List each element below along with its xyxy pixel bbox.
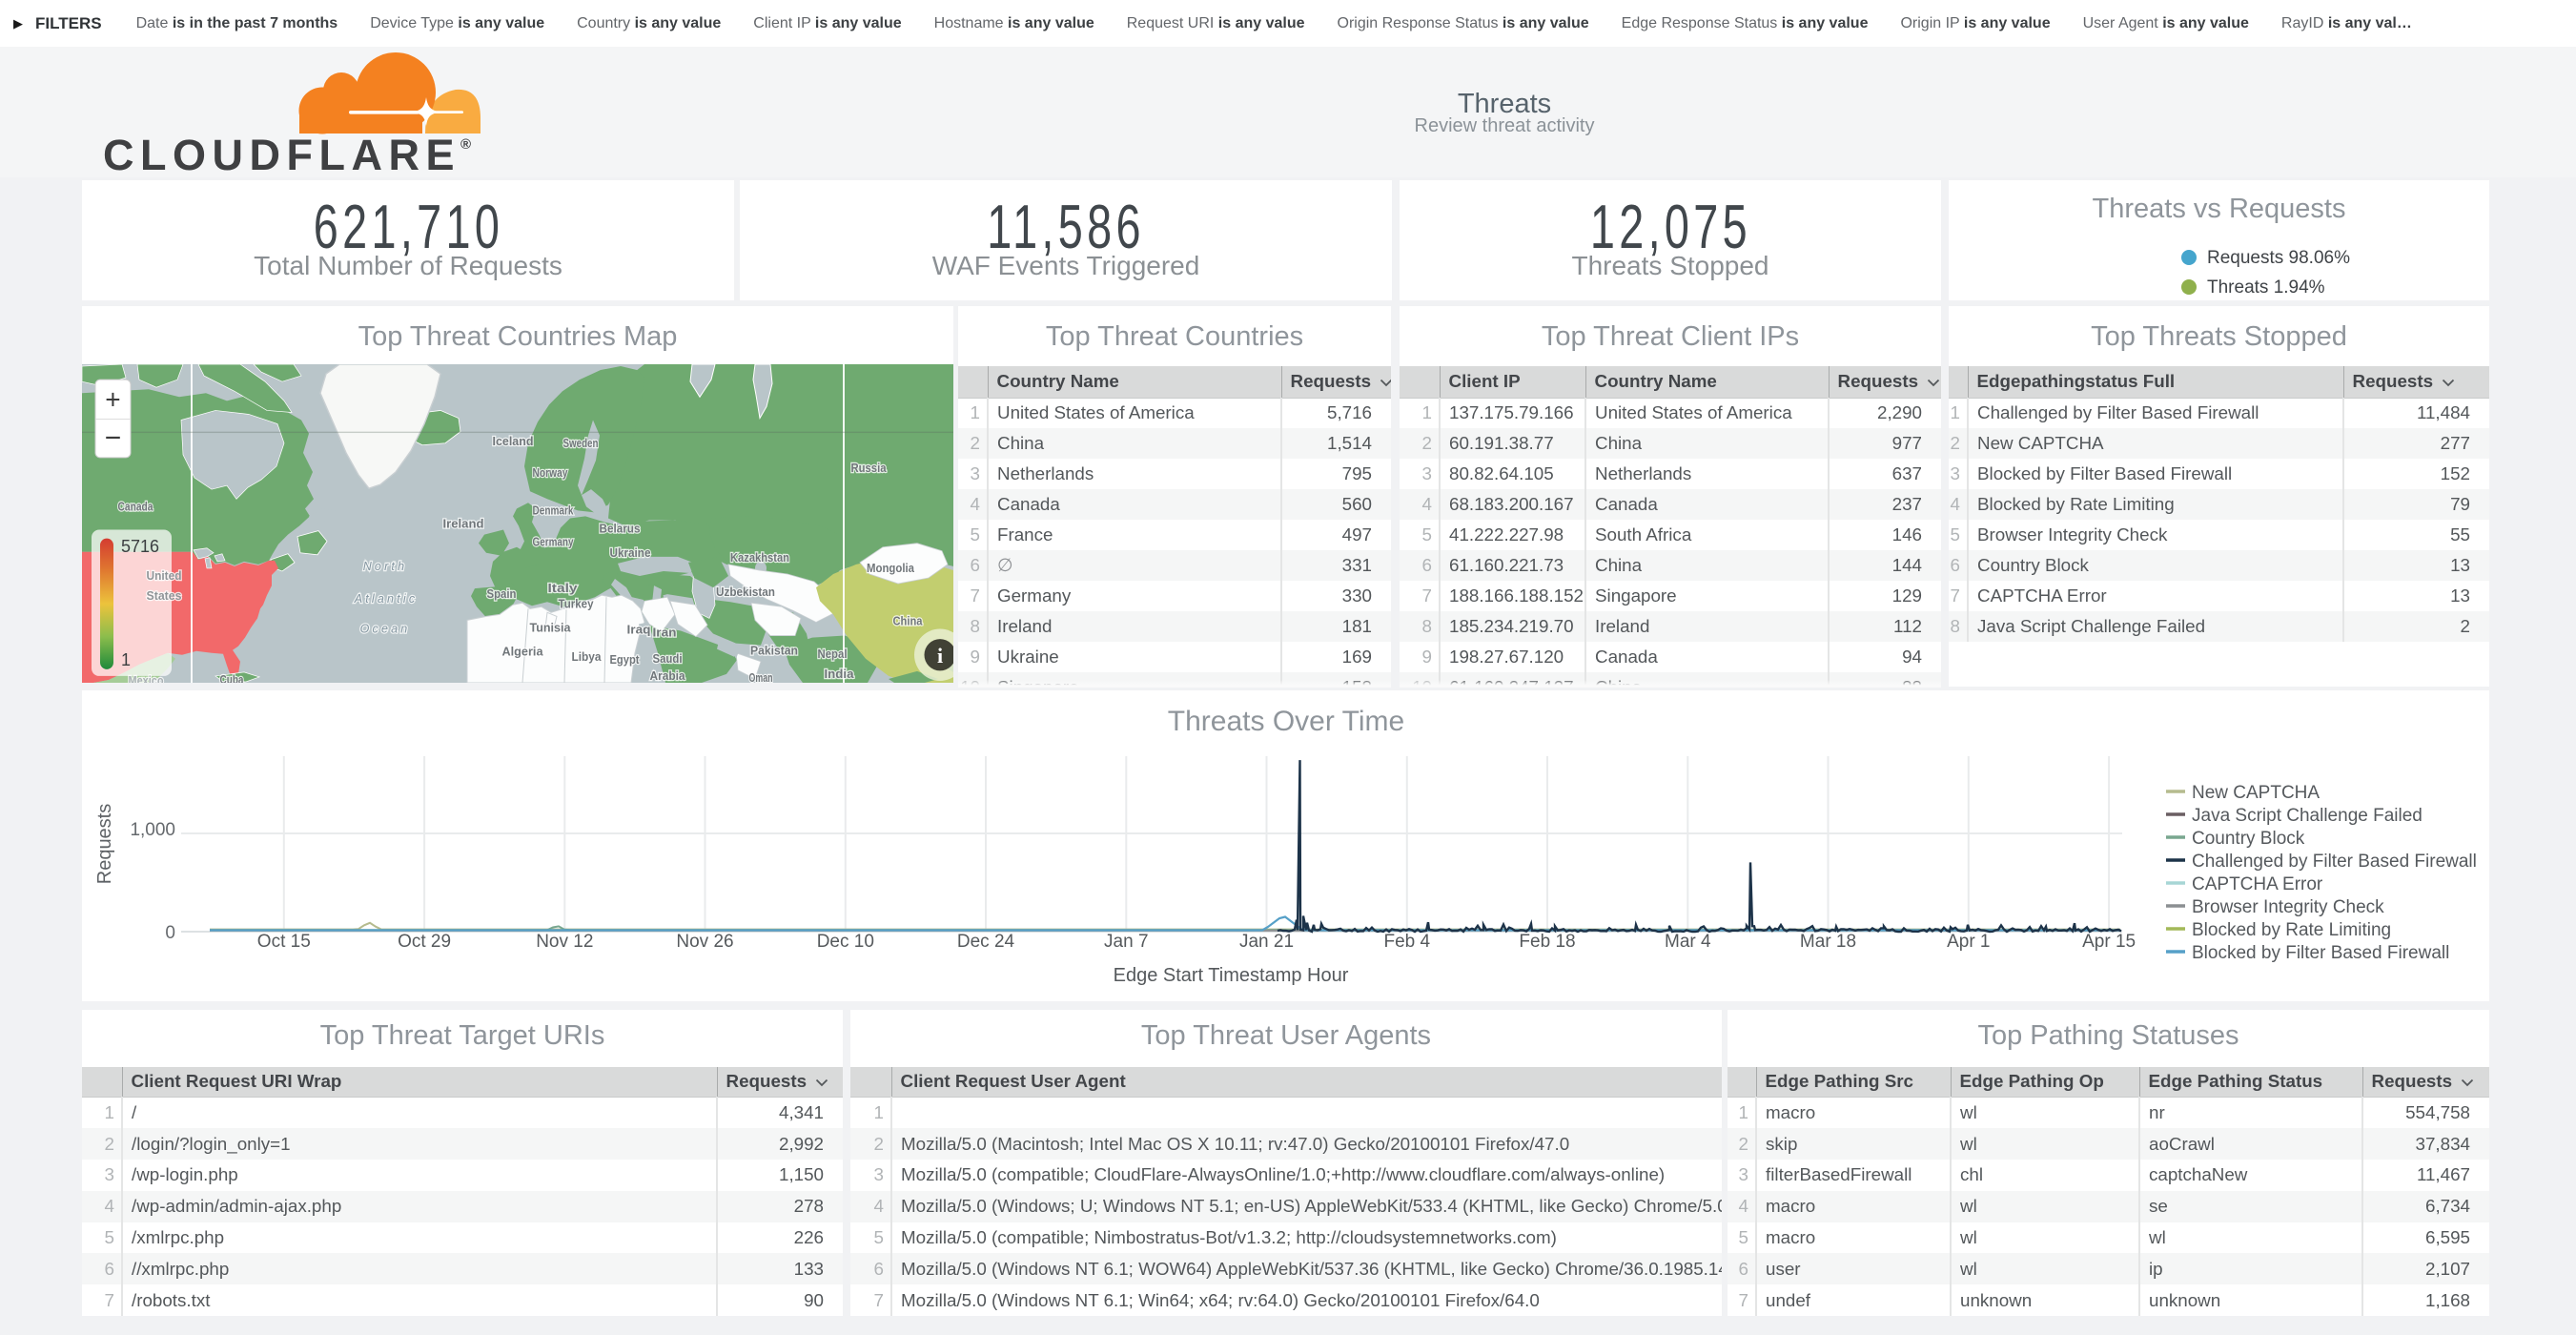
svg-text:+: + bbox=[105, 384, 120, 414]
svg-text:Norway: Norway bbox=[533, 465, 569, 480]
svg-text:North: North bbox=[363, 560, 408, 573]
svg-text:Dec 24: Dec 24 bbox=[957, 932, 1015, 952]
svg-text:Canada: Canada bbox=[118, 499, 154, 513]
svg-text:Jan 21: Jan 21 bbox=[1239, 932, 1294, 952]
svg-text:Nepal: Nepal bbox=[818, 647, 848, 661]
svg-text:Ocean: Ocean bbox=[360, 622, 411, 635]
svg-text:Tunisia: Tunisia bbox=[530, 620, 572, 634]
svg-text:Mongolia: Mongolia bbox=[867, 561, 915, 575]
svg-text:Iran: Iran bbox=[653, 626, 677, 640]
svg-text:Italy: Italy bbox=[548, 581, 579, 595]
svg-text:−: − bbox=[105, 422, 122, 454]
svg-text:Blocked by Rate Limiting: Blocked by Rate Limiting bbox=[2192, 920, 2391, 940]
svg-text:States: States bbox=[147, 588, 182, 603]
svg-text:Iceland: Iceland bbox=[493, 434, 534, 448]
svg-text:Ukraine: Ukraine bbox=[610, 545, 651, 560]
svg-text:Nov 26: Nov 26 bbox=[676, 932, 733, 952]
svg-text:New CAPTCHA: New CAPTCHA bbox=[2192, 783, 2320, 803]
svg-text:Feb 4: Feb 4 bbox=[1384, 932, 1431, 952]
svg-text:Requests: Requests bbox=[94, 804, 115, 885]
svg-text:Mexico: Mexico bbox=[129, 673, 164, 683]
svg-text:Uzbekistan: Uzbekistan bbox=[716, 585, 775, 599]
svg-text:Threats Over Time: Threats Over Time bbox=[1168, 706, 1404, 737]
svg-text:Pakistan: Pakistan bbox=[750, 644, 798, 658]
svg-text:Ireland: Ireland bbox=[443, 516, 484, 530]
svg-text:Country Block: Country Block bbox=[2192, 829, 2305, 849]
svg-text:Jan 7: Jan 7 bbox=[1104, 932, 1148, 952]
svg-text:Challenged by Filter Based Fir: Challenged by Filter Based Firewall bbox=[2192, 852, 2477, 872]
svg-text:Edge Start Timestamp Hour: Edge Start Timestamp Hour bbox=[1114, 965, 1349, 986]
svg-text:Egypt: Egypt bbox=[610, 652, 641, 667]
svg-text:India: India bbox=[824, 667, 854, 681]
svg-text:Oman: Oman bbox=[749, 670, 773, 683]
svg-text:Kazakhstan: Kazakhstan bbox=[730, 550, 789, 565]
svg-text:CAPTCHA Error: CAPTCHA Error bbox=[2192, 874, 2323, 894]
svg-text:1,000: 1,000 bbox=[130, 820, 175, 840]
svg-text:Cuba: Cuba bbox=[220, 672, 245, 683]
svg-text:Belarus: Belarus bbox=[600, 522, 641, 536]
svg-text:1: 1 bbox=[121, 650, 131, 669]
svg-text:Libya: Libya bbox=[572, 649, 603, 664]
svg-text:Atlantic: Atlantic bbox=[354, 592, 419, 606]
svg-text:Sweden: Sweden bbox=[563, 436, 599, 450]
svg-text:United: United bbox=[147, 568, 182, 583]
svg-text:i: i bbox=[937, 644, 943, 668]
svg-text:Arabia: Arabia bbox=[650, 668, 686, 683]
svg-text:Nov 12: Nov 12 bbox=[536, 932, 593, 952]
svg-text:Oct 29: Oct 29 bbox=[398, 932, 451, 952]
svg-text:5716: 5716 bbox=[121, 537, 159, 556]
svg-text:Spain: Spain bbox=[487, 586, 517, 601]
svg-text:Apr 15: Apr 15 bbox=[2082, 932, 2136, 952]
svg-text:Apr 1: Apr 1 bbox=[1947, 932, 1990, 952]
svg-text:Blocked by Filter Based Firewa: Blocked by Filter Based Firewall bbox=[2192, 943, 2449, 963]
svg-text:Denmark: Denmark bbox=[533, 503, 575, 517]
svg-text:China: China bbox=[893, 613, 924, 627]
svg-text:Oct 15: Oct 15 bbox=[257, 932, 311, 952]
svg-text:Java Script Challenge Failed: Java Script Challenge Failed bbox=[2192, 806, 2423, 826]
svg-text:Russia: Russia bbox=[851, 461, 888, 475]
svg-text:Algeria: Algeria bbox=[502, 645, 544, 659]
svg-text:Saudi: Saudi bbox=[653, 651, 683, 666]
svg-text:Feb 18: Feb 18 bbox=[1519, 932, 1575, 952]
svg-text:Browser Integrity Check: Browser Integrity Check bbox=[2192, 897, 2384, 917]
svg-text:Dec 10: Dec 10 bbox=[817, 932, 874, 952]
svg-text:Iraq: Iraq bbox=[627, 622, 651, 636]
svg-text:Germany: Germany bbox=[533, 535, 575, 549]
svg-text:Mar 4: Mar 4 bbox=[1665, 932, 1711, 952]
svg-text:Turkey: Turkey bbox=[559, 596, 595, 610]
svg-text:0: 0 bbox=[165, 923, 175, 943]
svg-text:Mar 18: Mar 18 bbox=[1800, 932, 1856, 952]
